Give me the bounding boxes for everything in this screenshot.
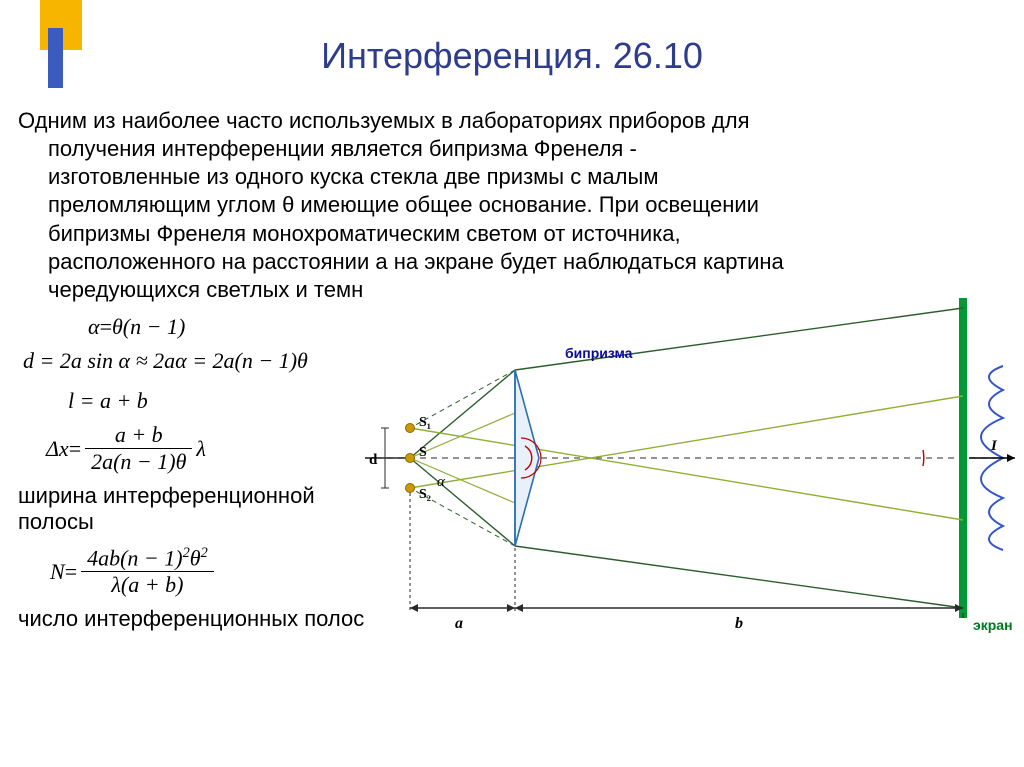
para-line: преломляющим углом θ имеющие общее основ…: [18, 191, 1006, 219]
formula-N-lhs: N: [50, 559, 65, 585]
page-title: Интерференция. 26.10: [0, 0, 1024, 77]
screen-bar: [959, 298, 967, 618]
source-s: [406, 454, 415, 463]
caption-width: ширина интерференционной полосы: [18, 483, 378, 535]
label-s1: S₁: [419, 415, 431, 430]
para-line: расположенного на расстоянии а на экране…: [18, 248, 1006, 276]
biprism-diagram: бипризма экран S₁ S S₂ d α a b I: [355, 278, 1023, 718]
formula-dx-den: 2a(n − 1)θ: [85, 448, 192, 475]
source-s1: [406, 424, 415, 433]
formula-dx-num: a + b: [85, 422, 192, 448]
ray-outer-bot-1: [410, 458, 515, 546]
para-line: Одним из наиболее часто используемых в л…: [18, 107, 1006, 135]
formula-N-den: λ(a + b): [81, 571, 214, 598]
label-a: a: [455, 615, 463, 632]
formula-block: α = θ(n − 1) d = 2a sin α ≈ 2aα = 2a(n −…: [18, 314, 378, 642]
formula-alpha-rhs: θ(n − 1): [112, 314, 185, 340]
para-line: изготовленные из одного куска стекла две…: [18, 163, 1006, 191]
label-alpha: α: [437, 474, 446, 490]
source-s2: [406, 484, 415, 493]
angle-arc-screen: [923, 450, 924, 466]
label-d: d: [369, 452, 378, 468]
caption-count: число интерференционных полос: [18, 606, 378, 632]
label-s2: S₂: [419, 487, 431, 502]
formula-dx-lambda: λ: [196, 436, 206, 462]
para-line: получения интерференции является бипризм…: [18, 135, 1006, 163]
label-biprism: бипризма: [565, 345, 633, 361]
biprism-shape: [515, 370, 539, 546]
label-b: b: [735, 615, 743, 632]
label-screen: экран: [973, 617, 1013, 633]
formula-d: d = 2a sin α ≈ 2aα = 2a(n − 1)θ: [23, 348, 308, 374]
formula-l: l = a + b: [68, 388, 148, 414]
formula-dx-lhs: Δx: [46, 436, 69, 462]
corner-decoration: [0, 0, 100, 95]
para-line: бипризмы Френеля монохроматическим свето…: [18, 220, 1006, 248]
formula-N-num-a: 4ab(n − 1): [87, 545, 183, 570]
formula-N-num-b: θ: [190, 545, 201, 570]
label-s: S: [419, 445, 427, 460]
ray-outer-bot-2: [515, 546, 963, 608]
label-I: I: [990, 438, 998, 454]
formula-alpha-lhs: α: [88, 314, 100, 340]
